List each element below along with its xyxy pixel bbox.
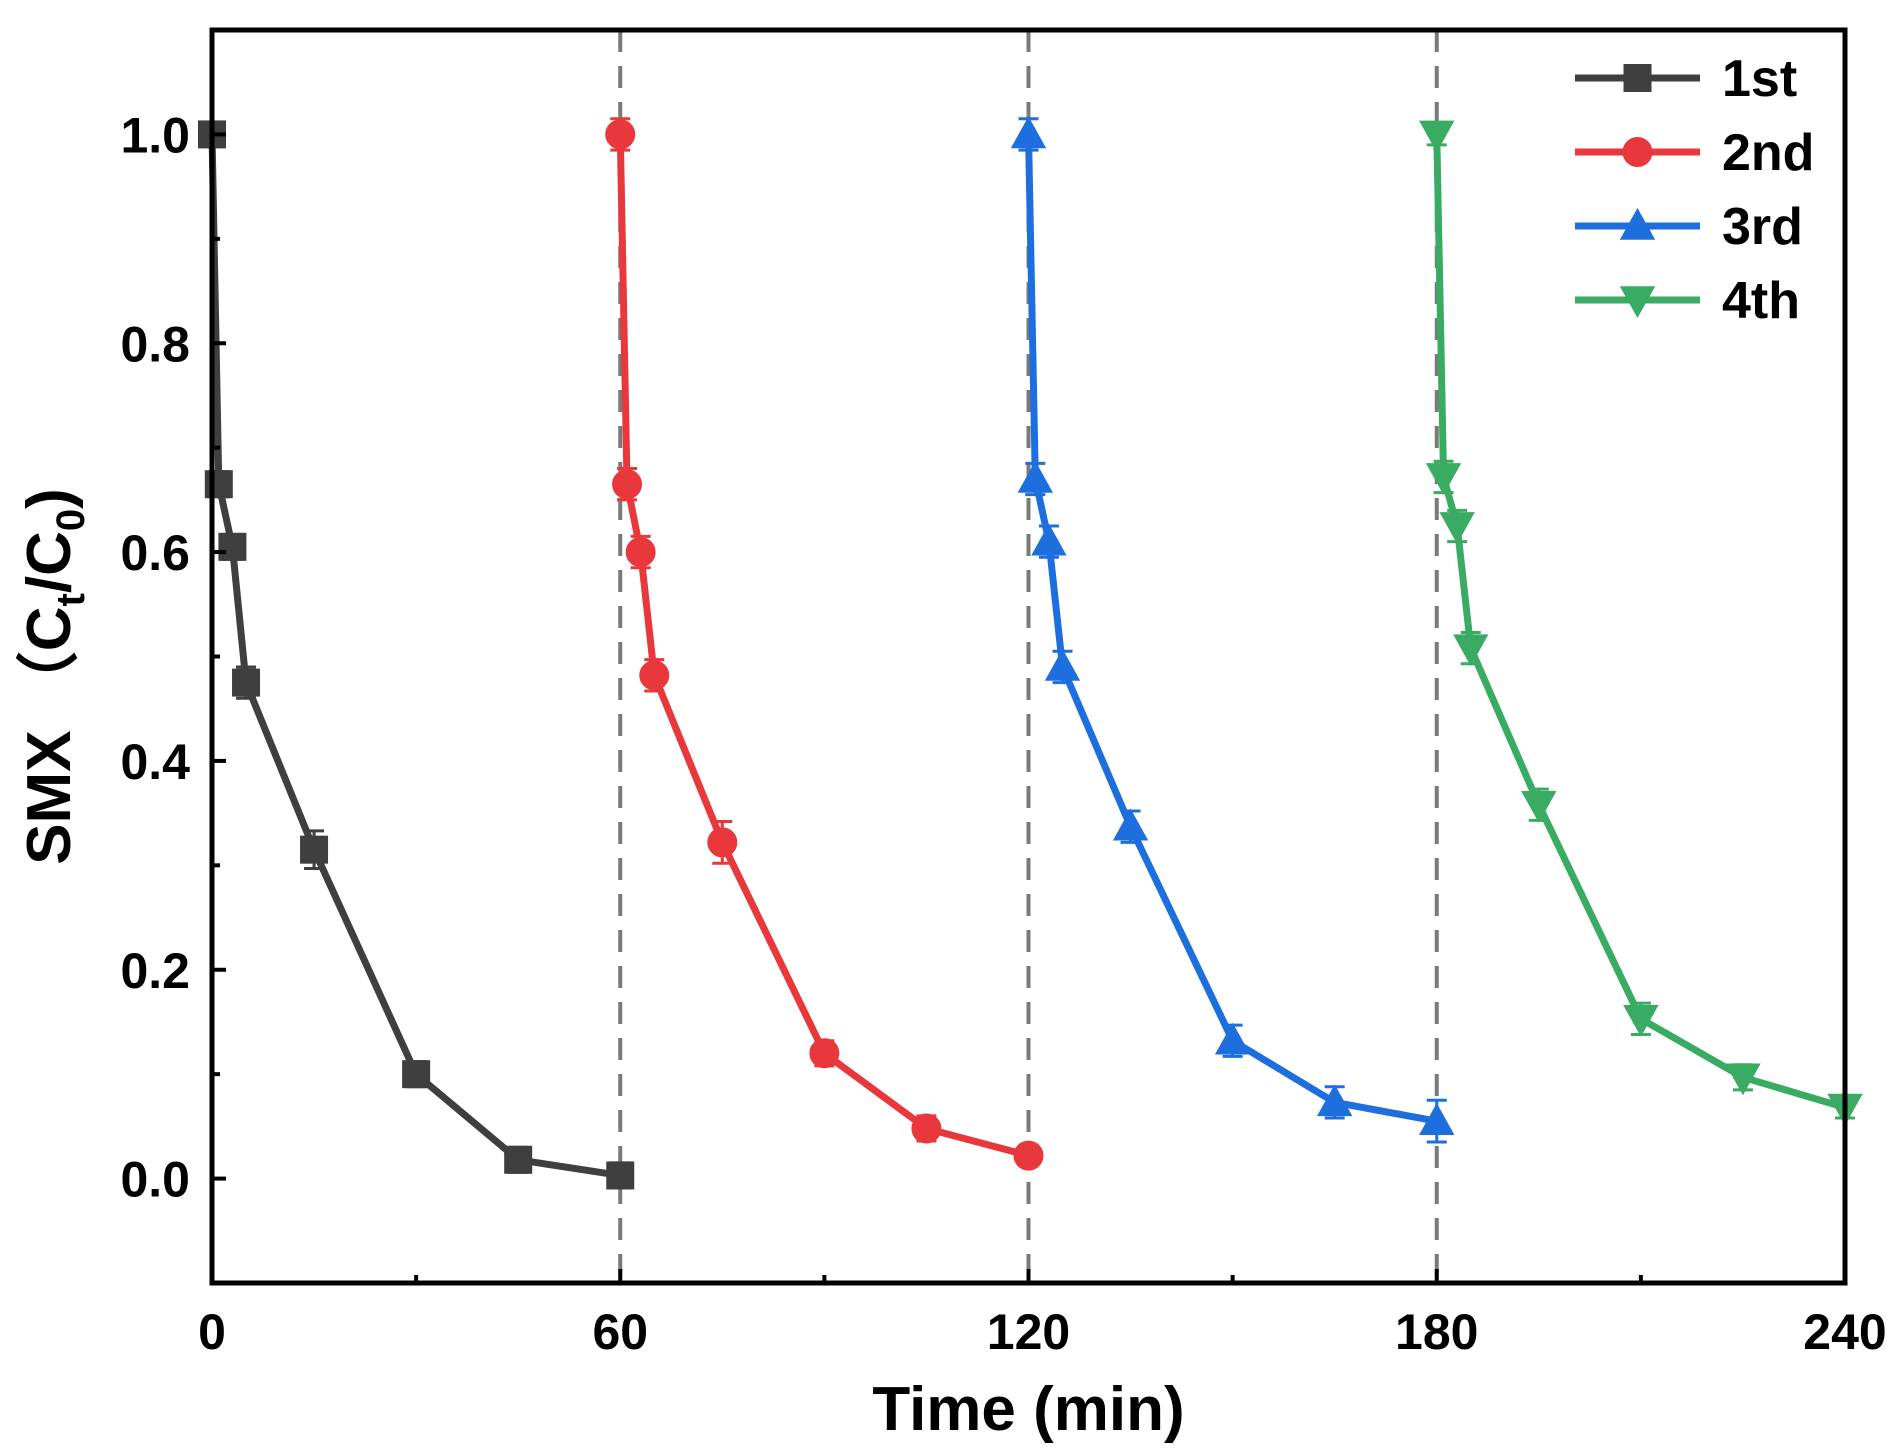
data-point-4th-0 [1419,120,1455,153]
x-tick-label-3: 180 [1395,1304,1478,1360]
x-tick-label-0: 0 [198,1304,226,1360]
y-axis: 0.0 0.2 0.4 0.6 0.8 1.0 [120,107,226,1208]
data-point-2nd-3 [639,660,670,691]
data-point-3rd-6 [1316,1084,1353,1117]
x-tick-label-4: 240 [1803,1304,1886,1360]
cycle-dividers [618,30,1439,1283]
x-tick-label-1: 60 [592,1304,648,1360]
data-point-1st-3 [232,668,261,697]
y-tick-label-2: 0.4 [120,734,190,790]
legend-item-1st: 1st [1575,50,1797,108]
series-4th [1419,120,1863,1126]
legend-marker-2nd [1622,137,1653,167]
data-point-3rd-4 [1112,808,1149,841]
data-point-1st-7 [606,1161,635,1190]
data-point-3rd-0 [1010,116,1047,149]
data-point-4th-4 [1521,790,1557,823]
data-point-2nd-1 [612,469,643,500]
legend-label-1st: 1st [1722,50,1797,108]
data-point-1st-4 [300,835,329,864]
y-tick-label-1: 0.2 [120,943,190,999]
data-point-2nd-7 [1013,1140,1044,1171]
y-tick-label-0: 0.0 [120,1152,190,1208]
x-tick-label-2: 120 [987,1304,1070,1360]
data-point-4th-2 [1439,512,1475,545]
legend: 1st 2nd 3rd 4th [1575,50,1814,330]
legend-marker-3rd [1619,207,1656,240]
legend-item-2nd: 2nd [1575,124,1814,182]
data-point-4th-6 [1725,1063,1761,1096]
data-point-3rd-2 [1031,523,1067,556]
data-point-2nd-4 [707,827,738,858]
data-point-3rd-5 [1214,1022,1251,1055]
y-tick-label-4: 0.8 [120,316,190,372]
data-point-4th-3 [1453,634,1489,667]
data-point-2nd-6 [911,1113,942,1144]
series-line-2nd [616,134,1030,1159]
data-point-1st-2 [218,532,247,561]
data-point-3rd-3 [1044,648,1081,681]
data-point-2nd-2 [625,537,656,568]
data-point-3rd-1 [1017,460,1054,493]
series-line-1st [208,134,621,1179]
legend-item-4th: 4th [1575,272,1800,330]
data-point-2nd-5 [809,1038,840,1069]
y-axis-title-suffix: ) [15,488,84,509]
data-point-3rd-7 [1419,1103,1455,1135]
series-2nd [605,117,1044,1171]
data-point-2nd-0 [605,119,636,150]
y-axis-title-sub1: t [49,593,93,606]
series-line-3rd [1025,134,1438,1125]
series-3rd [1010,116,1455,1144]
series-layer [198,116,1863,1190]
legend-marker-1st [1623,64,1652,92]
y-tick-label-3: 0.6 [120,525,190,581]
legend-marker-4th [1619,286,1656,319]
y-axis-title-prefix: SMX （C [14,606,84,864]
x-axis: 0 60 120 180 240 [198,1269,1887,1360]
legend-label-3rd: 3rd [1722,198,1803,256]
data-point-4th-1 [1425,463,1462,495]
legend-item-3rd: 3rd [1575,198,1803,256]
legend-label-2nd: 2nd [1722,124,1814,182]
data-point-4th-5 [1623,1005,1659,1037]
data-point-1st-5 [402,1060,431,1089]
y-tick-label-5: 1.0 [120,107,190,163]
y-axis-title-sub2: 0 [49,509,93,531]
data-point-1st-6 [504,1145,533,1174]
legend-label-4th: 4th [1722,272,1800,330]
series-1st [198,120,635,1190]
y-axis-title: SMX （Ct/C0) [14,488,93,865]
y-axis-title-mid: /C [15,531,84,593]
x-axis-title: Time (min) [872,1375,1184,1444]
